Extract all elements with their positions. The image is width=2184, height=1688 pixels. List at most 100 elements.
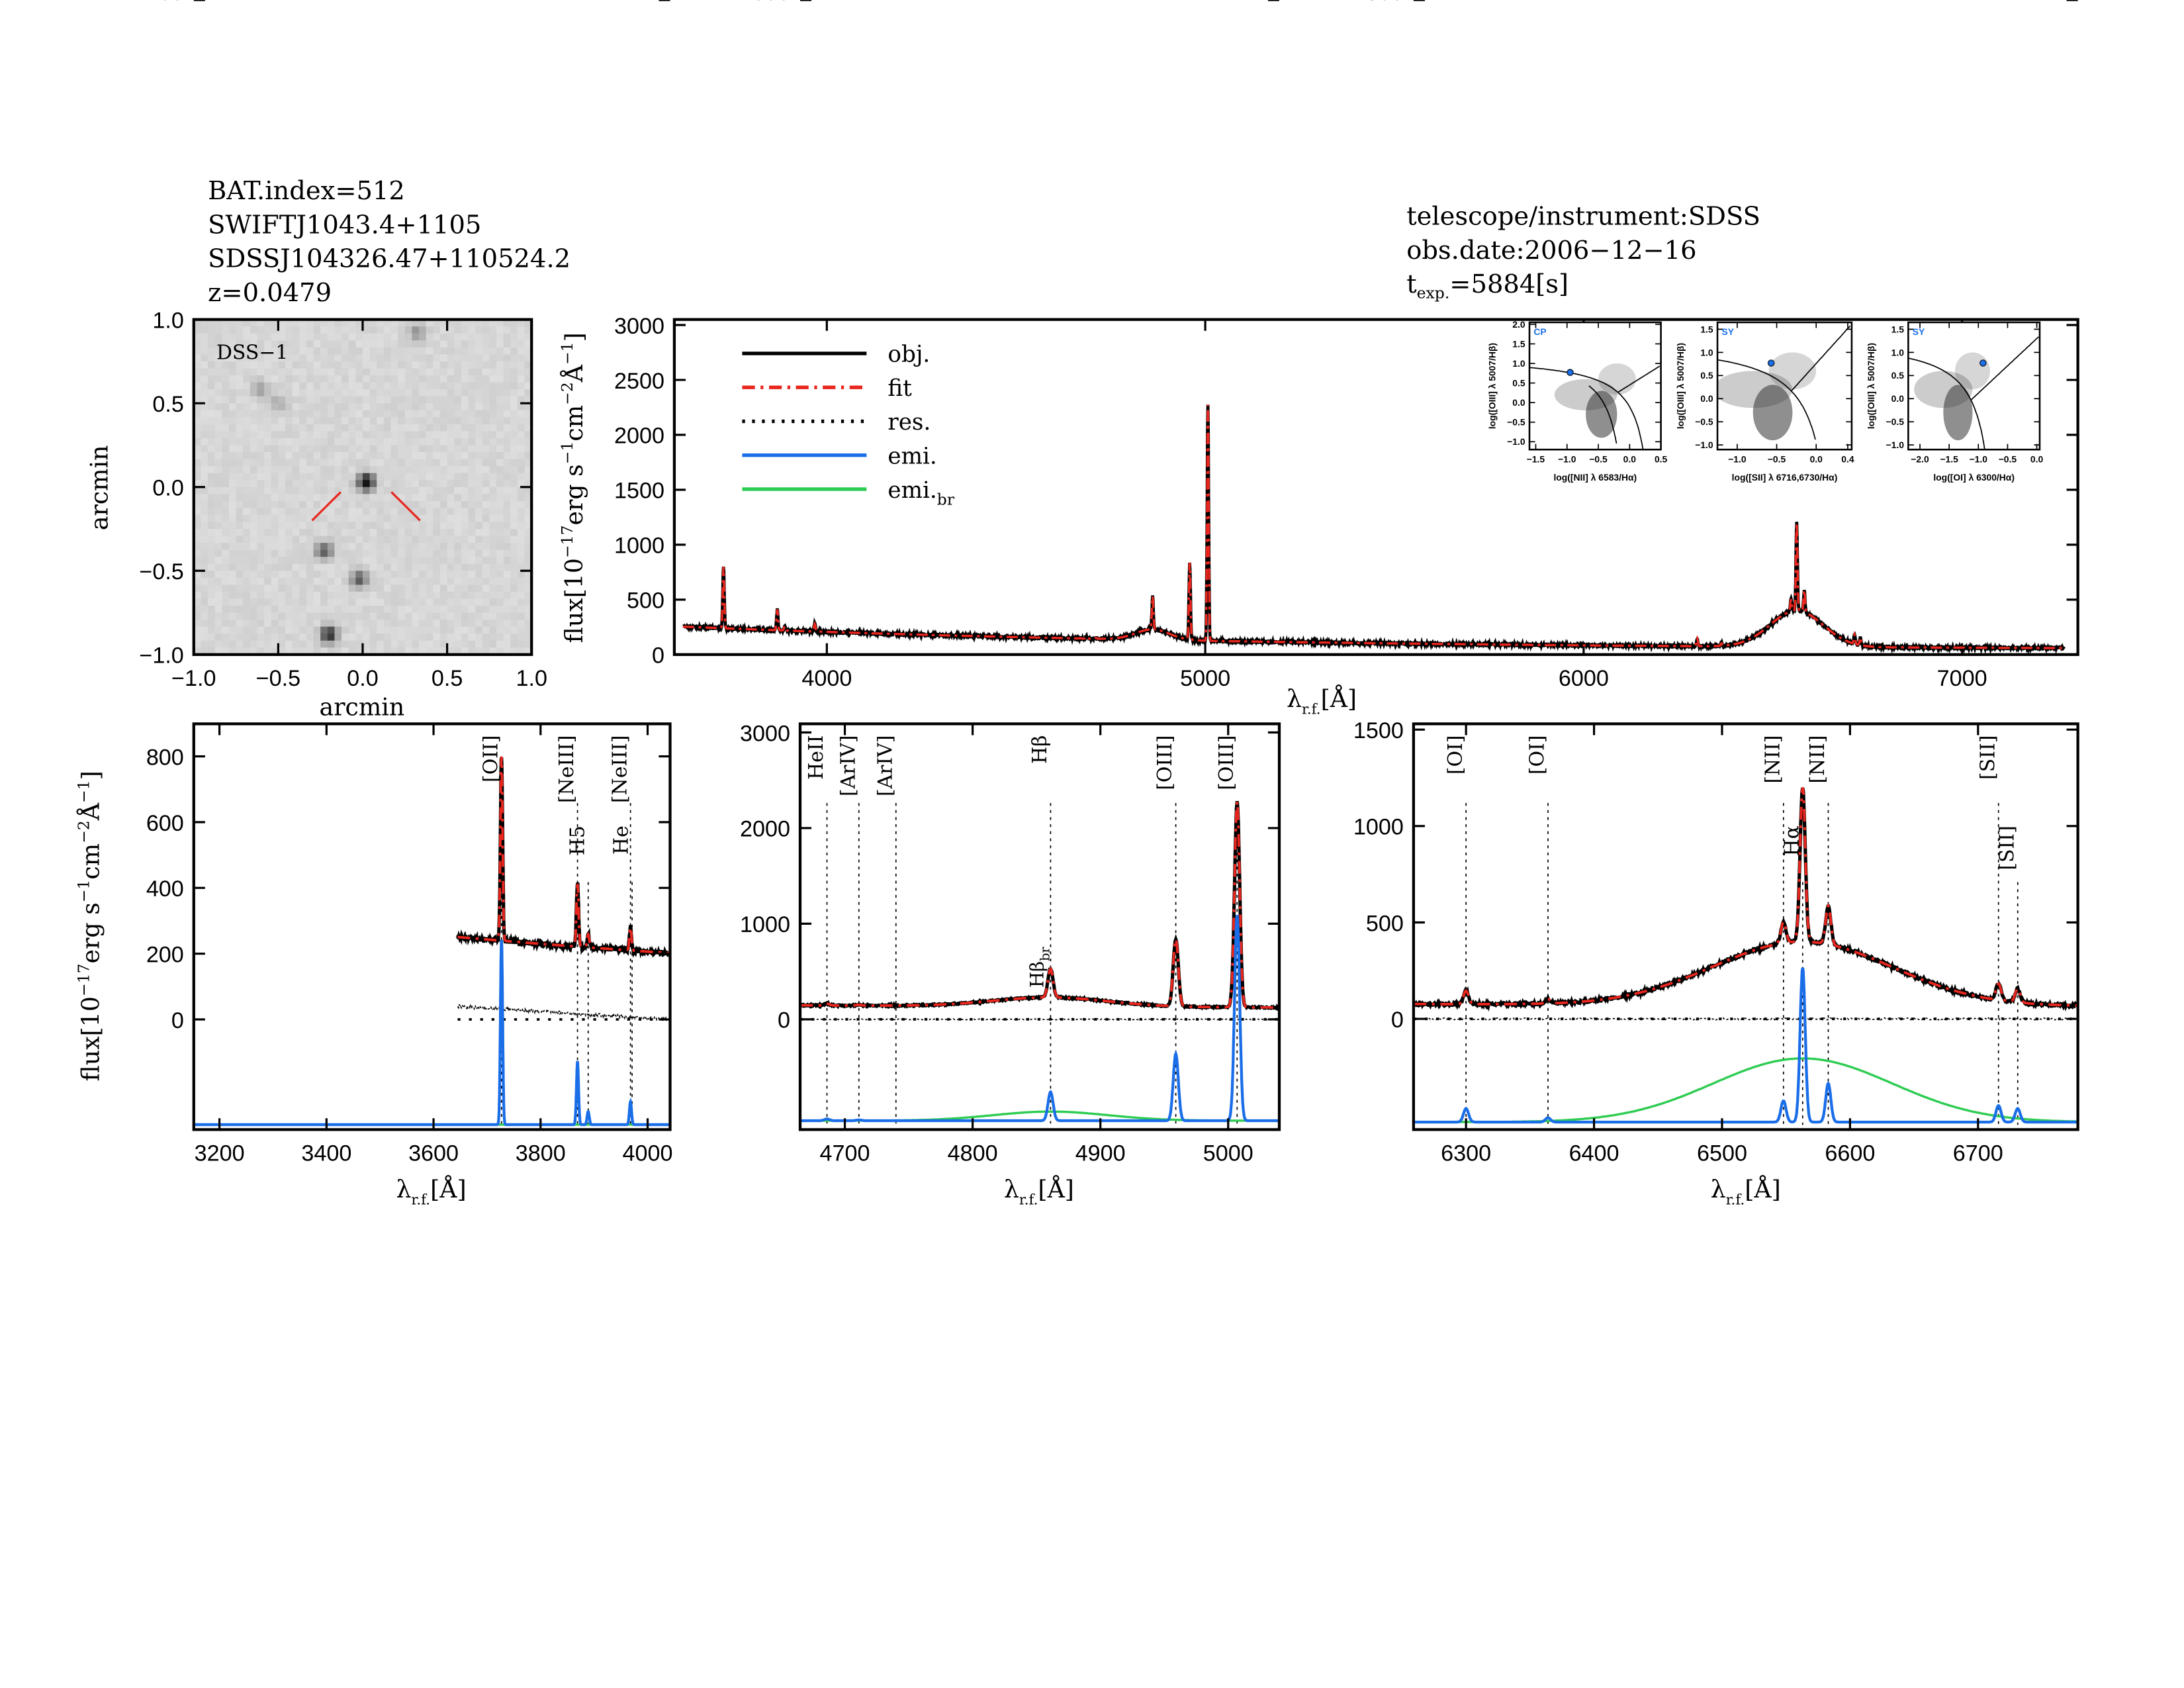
pixel bbox=[320, 466, 328, 474]
pixel bbox=[228, 368, 237, 377]
pixel bbox=[404, 375, 413, 383]
pixel bbox=[214, 473, 223, 481]
pixel bbox=[461, 557, 469, 565]
pixel bbox=[482, 508, 490, 516]
pixel bbox=[461, 473, 469, 481]
pixel bbox=[228, 431, 237, 439]
pixel bbox=[439, 563, 448, 572]
pixel bbox=[208, 445, 216, 453]
pixel bbox=[369, 500, 378, 509]
pixel bbox=[341, 633, 349, 641]
pixel bbox=[313, 340, 322, 348]
telescope: telescope/instrument:SDSS bbox=[1406, 202, 1760, 232]
pixel bbox=[271, 620, 279, 628]
pixel bbox=[327, 473, 336, 481]
pixel bbox=[475, 633, 483, 641]
pixel bbox=[271, 473, 279, 481]
pixel bbox=[383, 612, 392, 621]
pixel bbox=[341, 452, 349, 460]
pixel bbox=[412, 326, 420, 334]
pixel bbox=[383, 557, 392, 565]
pixel bbox=[201, 612, 209, 621]
pixel bbox=[398, 571, 406, 579]
pixel bbox=[236, 410, 244, 418]
pixel bbox=[243, 626, 251, 635]
pixel bbox=[193, 633, 202, 641]
x-tick-label: 3200 bbox=[195, 1141, 245, 1166]
pixel bbox=[447, 620, 455, 628]
pixel bbox=[369, 403, 378, 411]
pixel bbox=[250, 347, 258, 355]
pixel bbox=[489, 438, 498, 446]
pixel bbox=[334, 354, 343, 363]
pixel bbox=[292, 347, 300, 355]
pixel bbox=[292, 536, 300, 544]
pixel bbox=[433, 522, 441, 530]
pixel bbox=[334, 333, 343, 342]
pixel bbox=[377, 375, 385, 383]
pixel bbox=[398, 382, 406, 391]
pixel bbox=[461, 445, 469, 453]
pixel bbox=[419, 577, 427, 586]
pixel bbox=[201, 508, 209, 516]
pixel bbox=[377, 633, 385, 641]
pixel bbox=[419, 494, 427, 502]
pixel bbox=[278, 500, 287, 509]
pixel bbox=[250, 514, 258, 523]
pixel bbox=[439, 640, 448, 649]
pixel bbox=[475, 424, 483, 432]
label-part: cm bbox=[77, 843, 105, 880]
pixel bbox=[489, 417, 498, 425]
pixel bbox=[362, 417, 371, 425]
pixel bbox=[222, 382, 230, 391]
pixel bbox=[390, 480, 399, 488]
redshift: z=0.0479 bbox=[208, 278, 332, 308]
pixel bbox=[327, 319, 336, 328]
pixel bbox=[208, 319, 216, 328]
pixel bbox=[390, 375, 399, 383]
pixel bbox=[503, 563, 512, 572]
pixel bbox=[433, 431, 441, 439]
pixel bbox=[517, 606, 525, 614]
pixel bbox=[341, 640, 349, 649]
pixel bbox=[433, 445, 441, 453]
pixel bbox=[320, 375, 328, 383]
legend-sub: br bbox=[937, 490, 955, 508]
pixel bbox=[257, 382, 265, 391]
pixel bbox=[285, 557, 293, 565]
bpt-y-label: log([OIII] λ 5007/Hβ) bbox=[1487, 343, 1498, 429]
pixel bbox=[390, 591, 399, 600]
pixel bbox=[264, 500, 272, 509]
pixel bbox=[383, 500, 392, 509]
y-tick-label: −1000 bbox=[727, 0, 790, 5]
pixel bbox=[461, 375, 469, 383]
pixel bbox=[468, 375, 477, 383]
pixel bbox=[313, 571, 322, 579]
pixel bbox=[503, 480, 512, 488]
pixel bbox=[264, 514, 272, 523]
x-axis-label: arcmin bbox=[320, 693, 405, 722]
pixel bbox=[369, 319, 378, 328]
pixel bbox=[264, 431, 272, 439]
pixel bbox=[524, 571, 533, 579]
pixel bbox=[489, 368, 498, 377]
pixel bbox=[468, 500, 477, 509]
pixel bbox=[475, 640, 483, 649]
bpt-x-label: log([NII] λ 6583/Hα) bbox=[1553, 472, 1637, 483]
x-tick-label: −0.5 bbox=[256, 666, 300, 691]
pixel bbox=[264, 466, 272, 474]
pixel bbox=[461, 438, 469, 446]
pixel bbox=[510, 403, 519, 411]
pixel bbox=[433, 382, 441, 391]
pixel bbox=[201, 396, 209, 404]
pixel bbox=[454, 563, 462, 572]
pixel bbox=[496, 326, 504, 334]
pixel bbox=[320, 382, 328, 391]
pixel bbox=[222, 403, 230, 411]
pixel bbox=[292, 563, 300, 572]
pixel bbox=[285, 340, 293, 348]
pixel bbox=[447, 494, 455, 502]
pixel bbox=[377, 640, 385, 649]
pixel bbox=[320, 514, 328, 523]
pixel bbox=[222, 606, 230, 614]
